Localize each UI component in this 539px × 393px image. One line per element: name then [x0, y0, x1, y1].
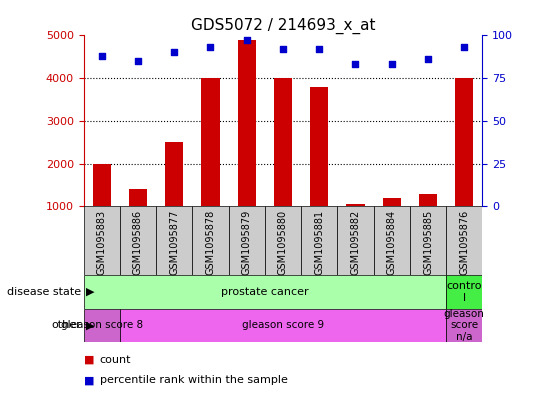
Bar [129, 189, 147, 206]
Point [424, 56, 432, 62]
Point [98, 53, 106, 59]
Text: ■: ■ [84, 375, 98, 385]
Bar [310, 86, 328, 206]
Text: GSM1095886: GSM1095886 [133, 210, 143, 275]
Text: GSM1095881: GSM1095881 [314, 210, 324, 275]
Bar [202, 78, 219, 206]
Text: ▶: ▶ [86, 320, 95, 330]
Point [388, 61, 396, 68]
Point [315, 46, 323, 52]
Bar [446, 309, 482, 342]
Title: GDS5072 / 214693_x_at: GDS5072 / 214693_x_at [191, 18, 375, 34]
Point [351, 61, 360, 68]
Text: gleason score 8: gleason score 8 [60, 320, 143, 330]
Text: GSM1095877: GSM1095877 [169, 210, 179, 275]
Text: GSM1095885: GSM1095885 [423, 210, 433, 275]
FancyBboxPatch shape [265, 206, 301, 275]
FancyBboxPatch shape [84, 206, 120, 275]
Text: ▶: ▶ [86, 287, 95, 297]
Text: ■: ■ [84, 355, 98, 365]
Text: GSM1095876: GSM1095876 [459, 210, 469, 275]
Bar [383, 198, 401, 206]
FancyBboxPatch shape [156, 206, 192, 275]
Bar [93, 163, 110, 206]
Text: prostate cancer: prostate cancer [221, 287, 309, 297]
Text: percentile rank within the sample: percentile rank within the sample [100, 375, 288, 385]
Text: GSM1095878: GSM1095878 [205, 210, 216, 275]
Bar [120, 309, 446, 342]
Text: GSM1095879: GSM1095879 [241, 210, 252, 275]
Bar [446, 275, 482, 309]
Bar [165, 142, 183, 206]
Point [243, 37, 251, 44]
Bar [238, 40, 256, 206]
Bar [84, 309, 120, 342]
Text: gleason
score
n/a: gleason score n/a [444, 309, 485, 342]
Bar [455, 78, 473, 206]
FancyBboxPatch shape [337, 206, 374, 275]
Text: gleason score 9: gleason score 9 [242, 320, 324, 330]
Text: GSM1095882: GSM1095882 [350, 210, 361, 275]
Text: GSM1095883: GSM1095883 [96, 210, 107, 275]
Text: disease state: disease state [6, 287, 81, 297]
Text: other: other [51, 320, 81, 330]
FancyBboxPatch shape [301, 206, 337, 275]
FancyBboxPatch shape [374, 206, 410, 275]
FancyBboxPatch shape [229, 206, 265, 275]
Point [279, 46, 287, 52]
FancyBboxPatch shape [410, 206, 446, 275]
Text: GSM1095880: GSM1095880 [278, 210, 288, 275]
Bar [347, 204, 364, 206]
Point [170, 49, 178, 55]
Text: count: count [100, 355, 131, 365]
FancyBboxPatch shape [446, 206, 482, 275]
FancyBboxPatch shape [192, 206, 229, 275]
Bar [419, 193, 437, 206]
FancyBboxPatch shape [120, 206, 156, 275]
Text: contro
l: contro l [446, 281, 482, 303]
Point [134, 58, 142, 64]
Point [206, 44, 215, 50]
Point [460, 44, 468, 50]
Bar [274, 78, 292, 206]
Text: GSM1095884: GSM1095884 [387, 210, 397, 275]
